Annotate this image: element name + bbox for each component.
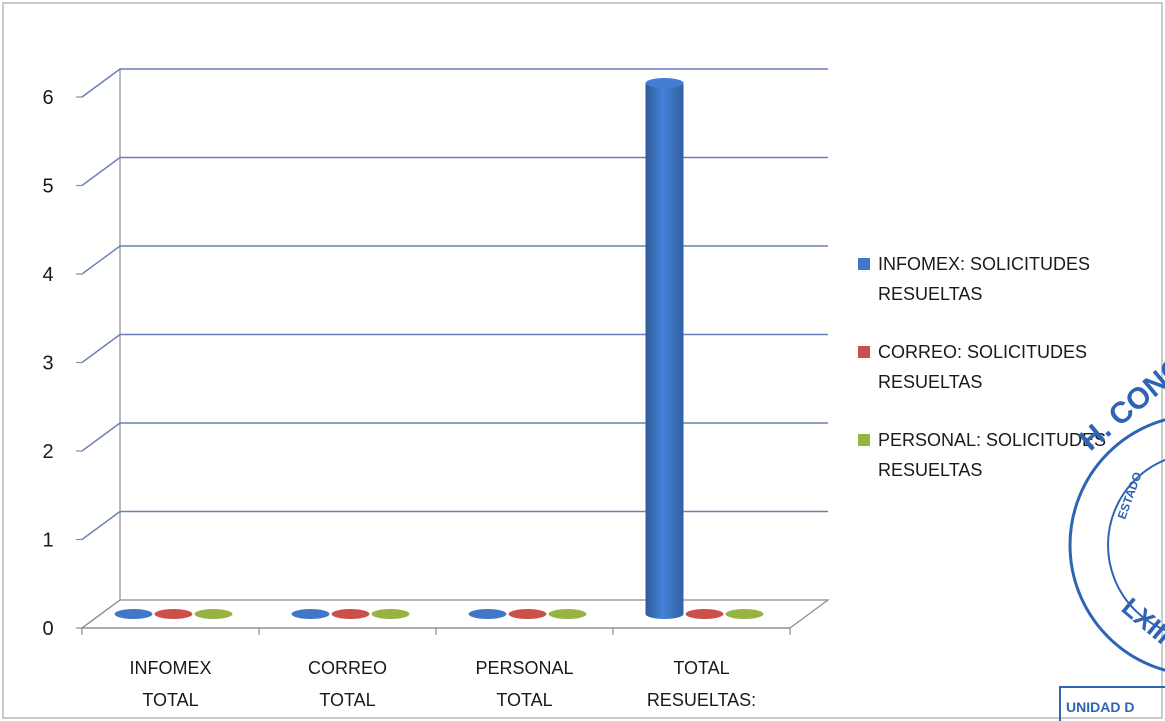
legend-swatch — [858, 258, 870, 270]
bar-top — [645, 78, 684, 88]
bars — [114, 78, 764, 619]
legend-label: INFOMEX: SOLICITUDES — [878, 254, 1090, 274]
bar-disc — [154, 609, 193, 619]
x-tick-label: INFOMEX — [129, 658, 211, 678]
bar — [291, 609, 330, 619]
seal-box — [1059, 686, 1165, 721]
seal-inner-ring — [1107, 458, 1165, 632]
y-tick-label: 6 — [42, 87, 53, 109]
y-tick-label: 5 — [42, 176, 53, 198]
bar-disc — [725, 609, 764, 619]
y-tick-label: 4 — [42, 264, 53, 286]
bar-disc — [371, 609, 410, 619]
bar-disc — [114, 609, 153, 619]
gridline — [81, 422, 828, 452]
gridline — [81, 68, 828, 98]
y-tick-label: 2 — [42, 441, 53, 463]
gridline — [81, 245, 828, 275]
legend-swatch — [858, 434, 870, 446]
y-axis-ticks: 0 1 2 3 4 5 6 — [42, 87, 82, 640]
bar-disc — [508, 609, 547, 619]
legend-label: PERSONAL: SOLICITUDES — [878, 430, 1106, 450]
x-tick-label: TOTAL — [319, 690, 375, 710]
x-tick-label: TOTAL — [496, 690, 552, 710]
bar — [194, 609, 233, 619]
bar — [548, 609, 587, 619]
bar-disc — [548, 609, 587, 619]
legend-swatch — [858, 346, 870, 358]
bar-disc — [291, 609, 330, 619]
gridline — [81, 333, 828, 364]
bar — [154, 609, 193, 619]
x-tick-label: RESUELTAS: — [647, 690, 756, 710]
bar — [114, 609, 153, 619]
bar-disc — [194, 609, 233, 619]
x-tick-label: TOTAL — [142, 690, 198, 710]
gridline — [81, 156, 828, 187]
legend-label: RESUELTAS — [878, 284, 982, 304]
gridlines — [81, 68, 828, 541]
bar-disc — [468, 609, 507, 619]
bar — [645, 78, 684, 619]
bar-disc — [331, 609, 370, 619]
bar — [725, 609, 764, 619]
bar-disc — [685, 609, 724, 619]
legend: INFOMEX: SOLICITUDES RESUELTAS CORREO: SOL… — [858, 254, 1106, 480]
bar — [371, 609, 410, 619]
seal-text: UNIDAD D — [1066, 699, 1134, 715]
x-tick-label: TOTAL — [673, 658, 729, 678]
gridline — [81, 510, 828, 541]
bar — [508, 609, 547, 619]
y-tick-label: 1 — [42, 530, 53, 552]
bar-body — [645, 83, 684, 619]
bar — [468, 609, 507, 619]
y-tick-label: 3 — [42, 353, 53, 375]
bar — [331, 609, 370, 619]
seal-outer-ring — [1068, 418, 1165, 672]
x-tick-label: PERSONAL — [475, 658, 573, 678]
legend-label: CORREO: SOLICITUDES — [878, 342, 1087, 362]
x-axis-labels: INFOMEXTOTALRECIBIDAS: 12CORREOTOTALRECI… — [81, 628, 791, 710]
legend-label: RESUELTAS — [878, 460, 982, 480]
legend-label: RESUELTAS — [878, 372, 982, 392]
bar — [685, 609, 724, 619]
y-tick-label: 0 — [42, 618, 53, 640]
x-tick-label: CORREO — [308, 658, 387, 678]
